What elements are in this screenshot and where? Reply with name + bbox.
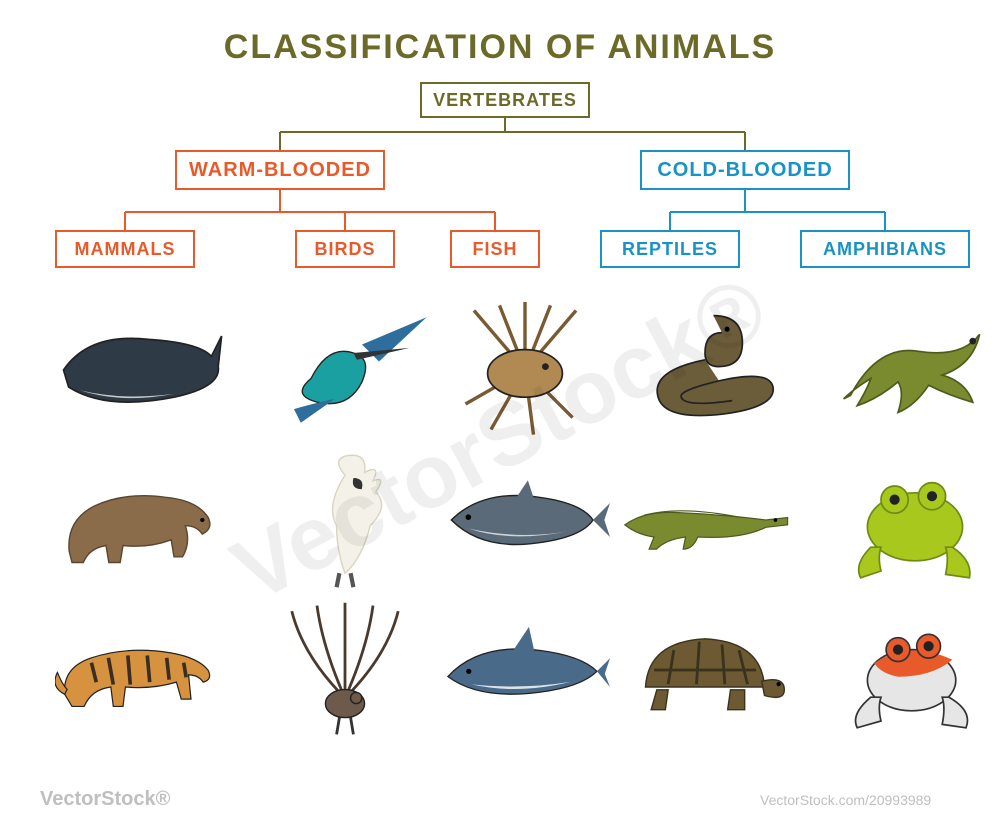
connector bbox=[494, 212, 496, 230]
connector bbox=[279, 190, 281, 212]
connector bbox=[670, 211, 885, 213]
animal-shark bbox=[440, 600, 610, 740]
connector bbox=[280, 131, 745, 133]
node-amphibians: AMPHIBIANS bbox=[800, 230, 970, 268]
connector bbox=[124, 212, 126, 230]
animal-cobra bbox=[620, 300, 790, 440]
connector bbox=[744, 190, 746, 212]
connector bbox=[884, 212, 886, 230]
connector bbox=[504, 118, 506, 132]
page-title: CLASSIFICATION OF ANIMALS bbox=[0, 28, 1000, 67]
node-fish: FISH bbox=[450, 230, 540, 268]
animal-treefrog bbox=[830, 450, 1000, 590]
animal-cockatoo bbox=[260, 450, 430, 590]
animal-tuna bbox=[440, 450, 610, 590]
node-birds: BIRDS bbox=[295, 230, 395, 268]
connector bbox=[744, 132, 746, 150]
node-mammals: MAMMALS bbox=[55, 230, 195, 268]
animal-crocodile bbox=[620, 450, 790, 590]
infographic-stage: CLASSIFICATION OF ANIMALS VERTEBRATES WARM… bbox=[0, 0, 1000, 826]
node-warm: WARM-BLOODED bbox=[175, 150, 385, 190]
animal-poisonfrog bbox=[830, 600, 1000, 740]
connector bbox=[344, 212, 346, 230]
watermark-brand: VectorStock® bbox=[40, 788, 170, 811]
animal-tiger bbox=[55, 600, 225, 740]
animal-lionfish bbox=[440, 300, 610, 440]
animal-hummingbird bbox=[260, 300, 430, 440]
animal-whale bbox=[55, 300, 225, 440]
connector bbox=[669, 212, 671, 230]
node-cold: COLD-BLOODED bbox=[640, 150, 850, 190]
node-vertebrates: VERTEBRATES bbox=[420, 82, 590, 118]
watermark-id: VectorStock.com/20993989 bbox=[760, 792, 931, 808]
node-reptiles: REPTILES bbox=[600, 230, 740, 268]
connector bbox=[125, 211, 495, 213]
animal-tortoise bbox=[620, 600, 790, 740]
animal-bear bbox=[55, 450, 225, 590]
connector bbox=[279, 132, 281, 150]
animal-salamander bbox=[830, 300, 1000, 440]
animal-lyrebird bbox=[260, 600, 430, 740]
